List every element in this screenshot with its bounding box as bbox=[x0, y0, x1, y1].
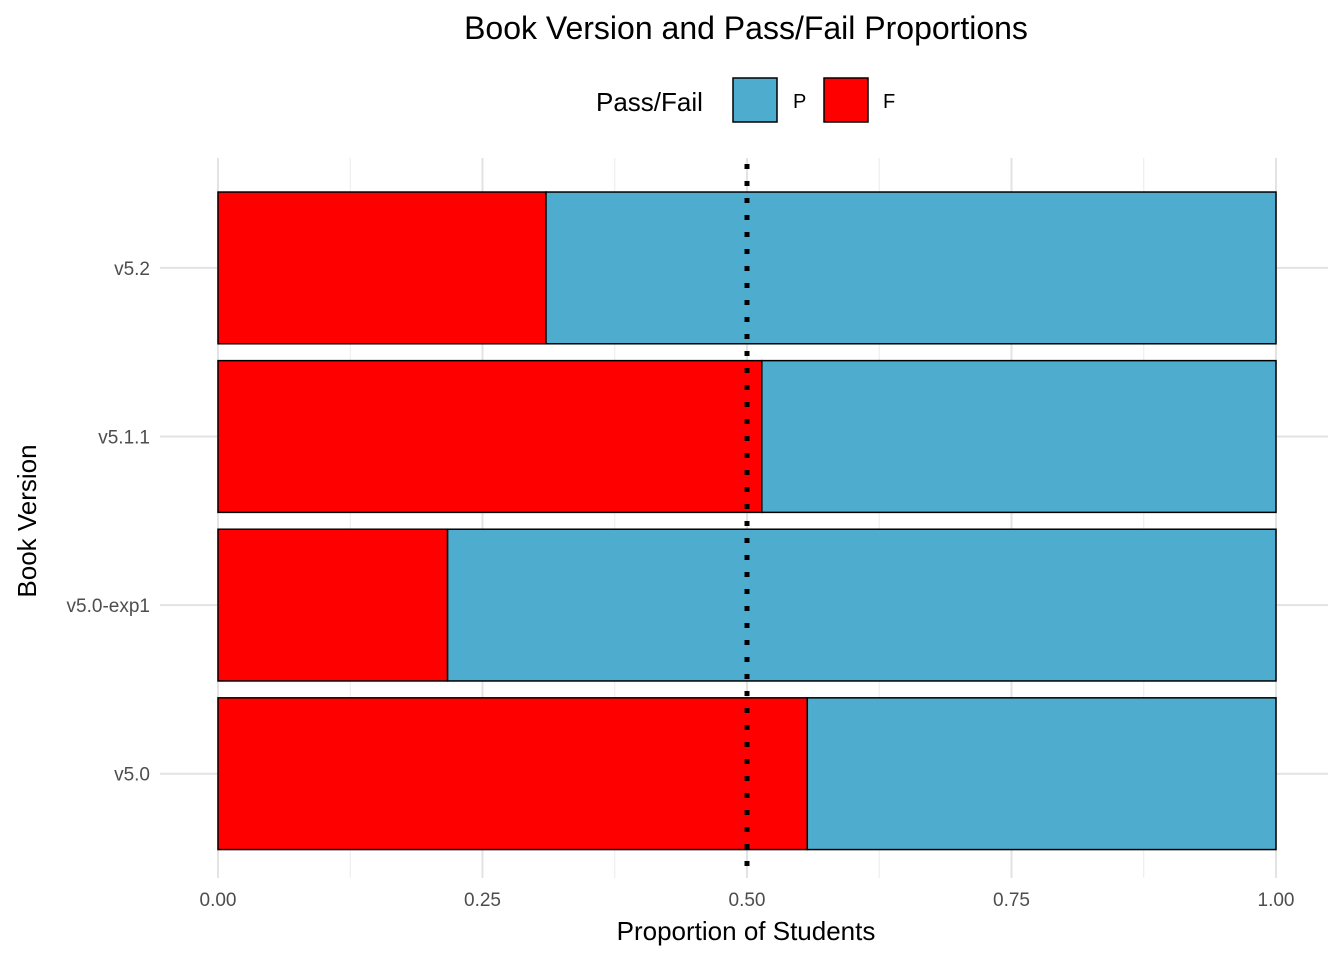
x-tick-label: 0.00 bbox=[200, 890, 237, 911]
bar-f-v5.0-exp1 bbox=[217, 528, 449, 682]
x-axis-ticks: 0.00 0.25 0.50 0.75 1.00 bbox=[200, 890, 1295, 911]
x-tick-label: 1.00 bbox=[1258, 890, 1295, 911]
bar-p-v5.1.1 bbox=[761, 359, 1277, 514]
y-axis-title: Book Version bbox=[12, 444, 42, 597]
x-tick-label: 0.50 bbox=[729, 890, 766, 911]
legend-key-f bbox=[823, 77, 869, 123]
legend-label-f: F bbox=[883, 91, 895, 113]
legend-title: Pass/Fail bbox=[596, 87, 703, 117]
bar-f-v5.2 bbox=[217, 191, 547, 345]
bar-p-v5.2 bbox=[545, 191, 1277, 345]
x-tick-label: 0.75 bbox=[993, 890, 1030, 911]
y-tick-label: v5.2 bbox=[114, 259, 150, 280]
bar-p-v5.0-exp1 bbox=[446, 528, 1277, 682]
x-tick-label: 0.25 bbox=[464, 890, 501, 911]
y-axis-ticks: v5.0 v5.0-exp1 v5.1.1 v5.2 bbox=[67, 259, 150, 786]
legend: Pass/Fail P F bbox=[596, 77, 895, 123]
legend-key-p bbox=[732, 77, 778, 123]
bar-p-v5.0 bbox=[806, 697, 1277, 851]
bars bbox=[217, 191, 1277, 851]
legend-label-p: P bbox=[793, 91, 806, 113]
chart-title: Book Version and Pass/Fail Proportions bbox=[464, 10, 1028, 46]
bar-f-v5.1.1 bbox=[217, 359, 763, 514]
x-axis-title: Proportion of Students bbox=[617, 916, 876, 946]
y-tick-label: v5.0 bbox=[114, 765, 150, 786]
y-tick-label: v5.0-exp1 bbox=[67, 596, 150, 617]
bar-f-v5.0 bbox=[217, 697, 809, 851]
y-tick-label: v5.1.1 bbox=[98, 428, 150, 449]
